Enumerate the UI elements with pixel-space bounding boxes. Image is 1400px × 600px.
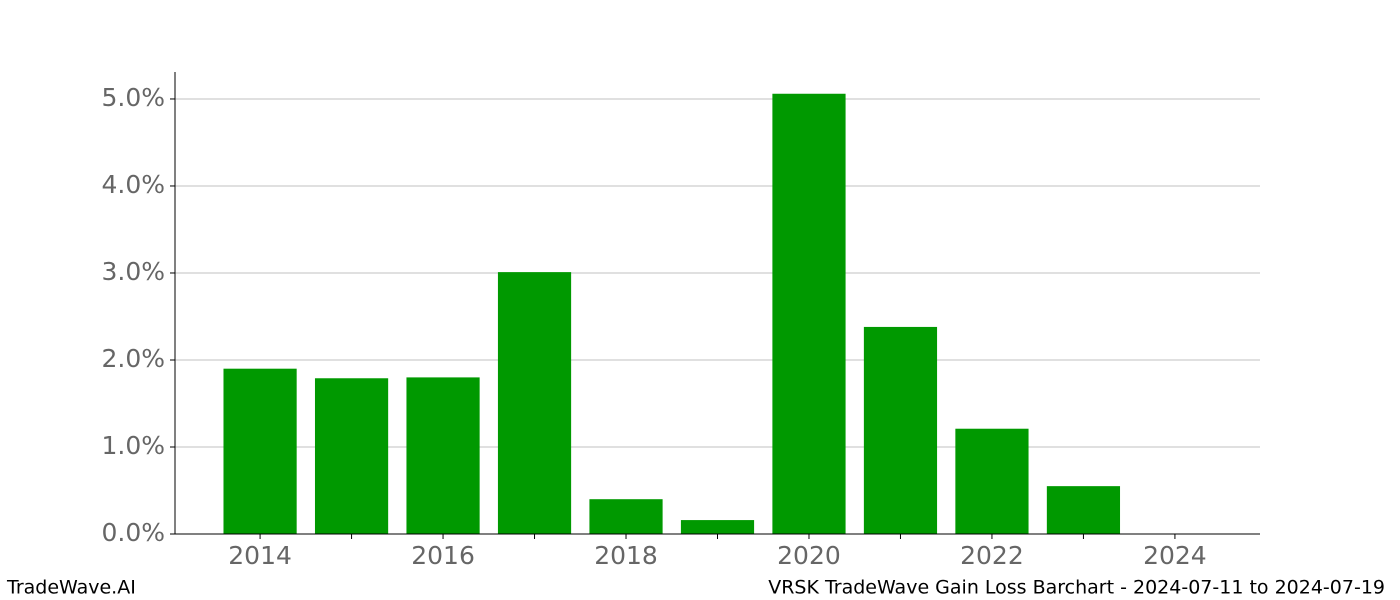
- x-tick-label: 2024: [1143, 541, 1207, 570]
- x-tick-label: 2020: [777, 541, 841, 570]
- x-tick-label: 2018: [594, 541, 658, 570]
- x-tick-label: 2016: [411, 541, 475, 570]
- y-tick-label: 2.0%: [101, 344, 165, 373]
- y-tick-label: 0.0%: [101, 518, 165, 547]
- y-tick-label: 5.0%: [101, 83, 165, 112]
- chart-title: VRSK TradeWave Gain Loss Barchart - 2024…: [768, 577, 1385, 599]
- bar: [863, 326, 938, 534]
- bar: [680, 520, 755, 534]
- y-tick-label: 3.0%: [101, 257, 165, 286]
- bar: [406, 377, 480, 534]
- bar: [314, 378, 389, 534]
- x-tick-label: 2022: [960, 541, 1024, 570]
- x-tick-label: 2014: [228, 541, 292, 570]
- brand: TradeWave.AI: [6, 577, 136, 599]
- y-tick-label: 4.0%: [101, 170, 165, 199]
- bar: [1046, 486, 1121, 534]
- bar: [955, 428, 1029, 534]
- bar: [497, 272, 572, 534]
- bar: [772, 93, 846, 535]
- bar: [223, 368, 297, 534]
- y-tick-label: 1.0%: [101, 431, 165, 460]
- bar: [589, 499, 663, 534]
